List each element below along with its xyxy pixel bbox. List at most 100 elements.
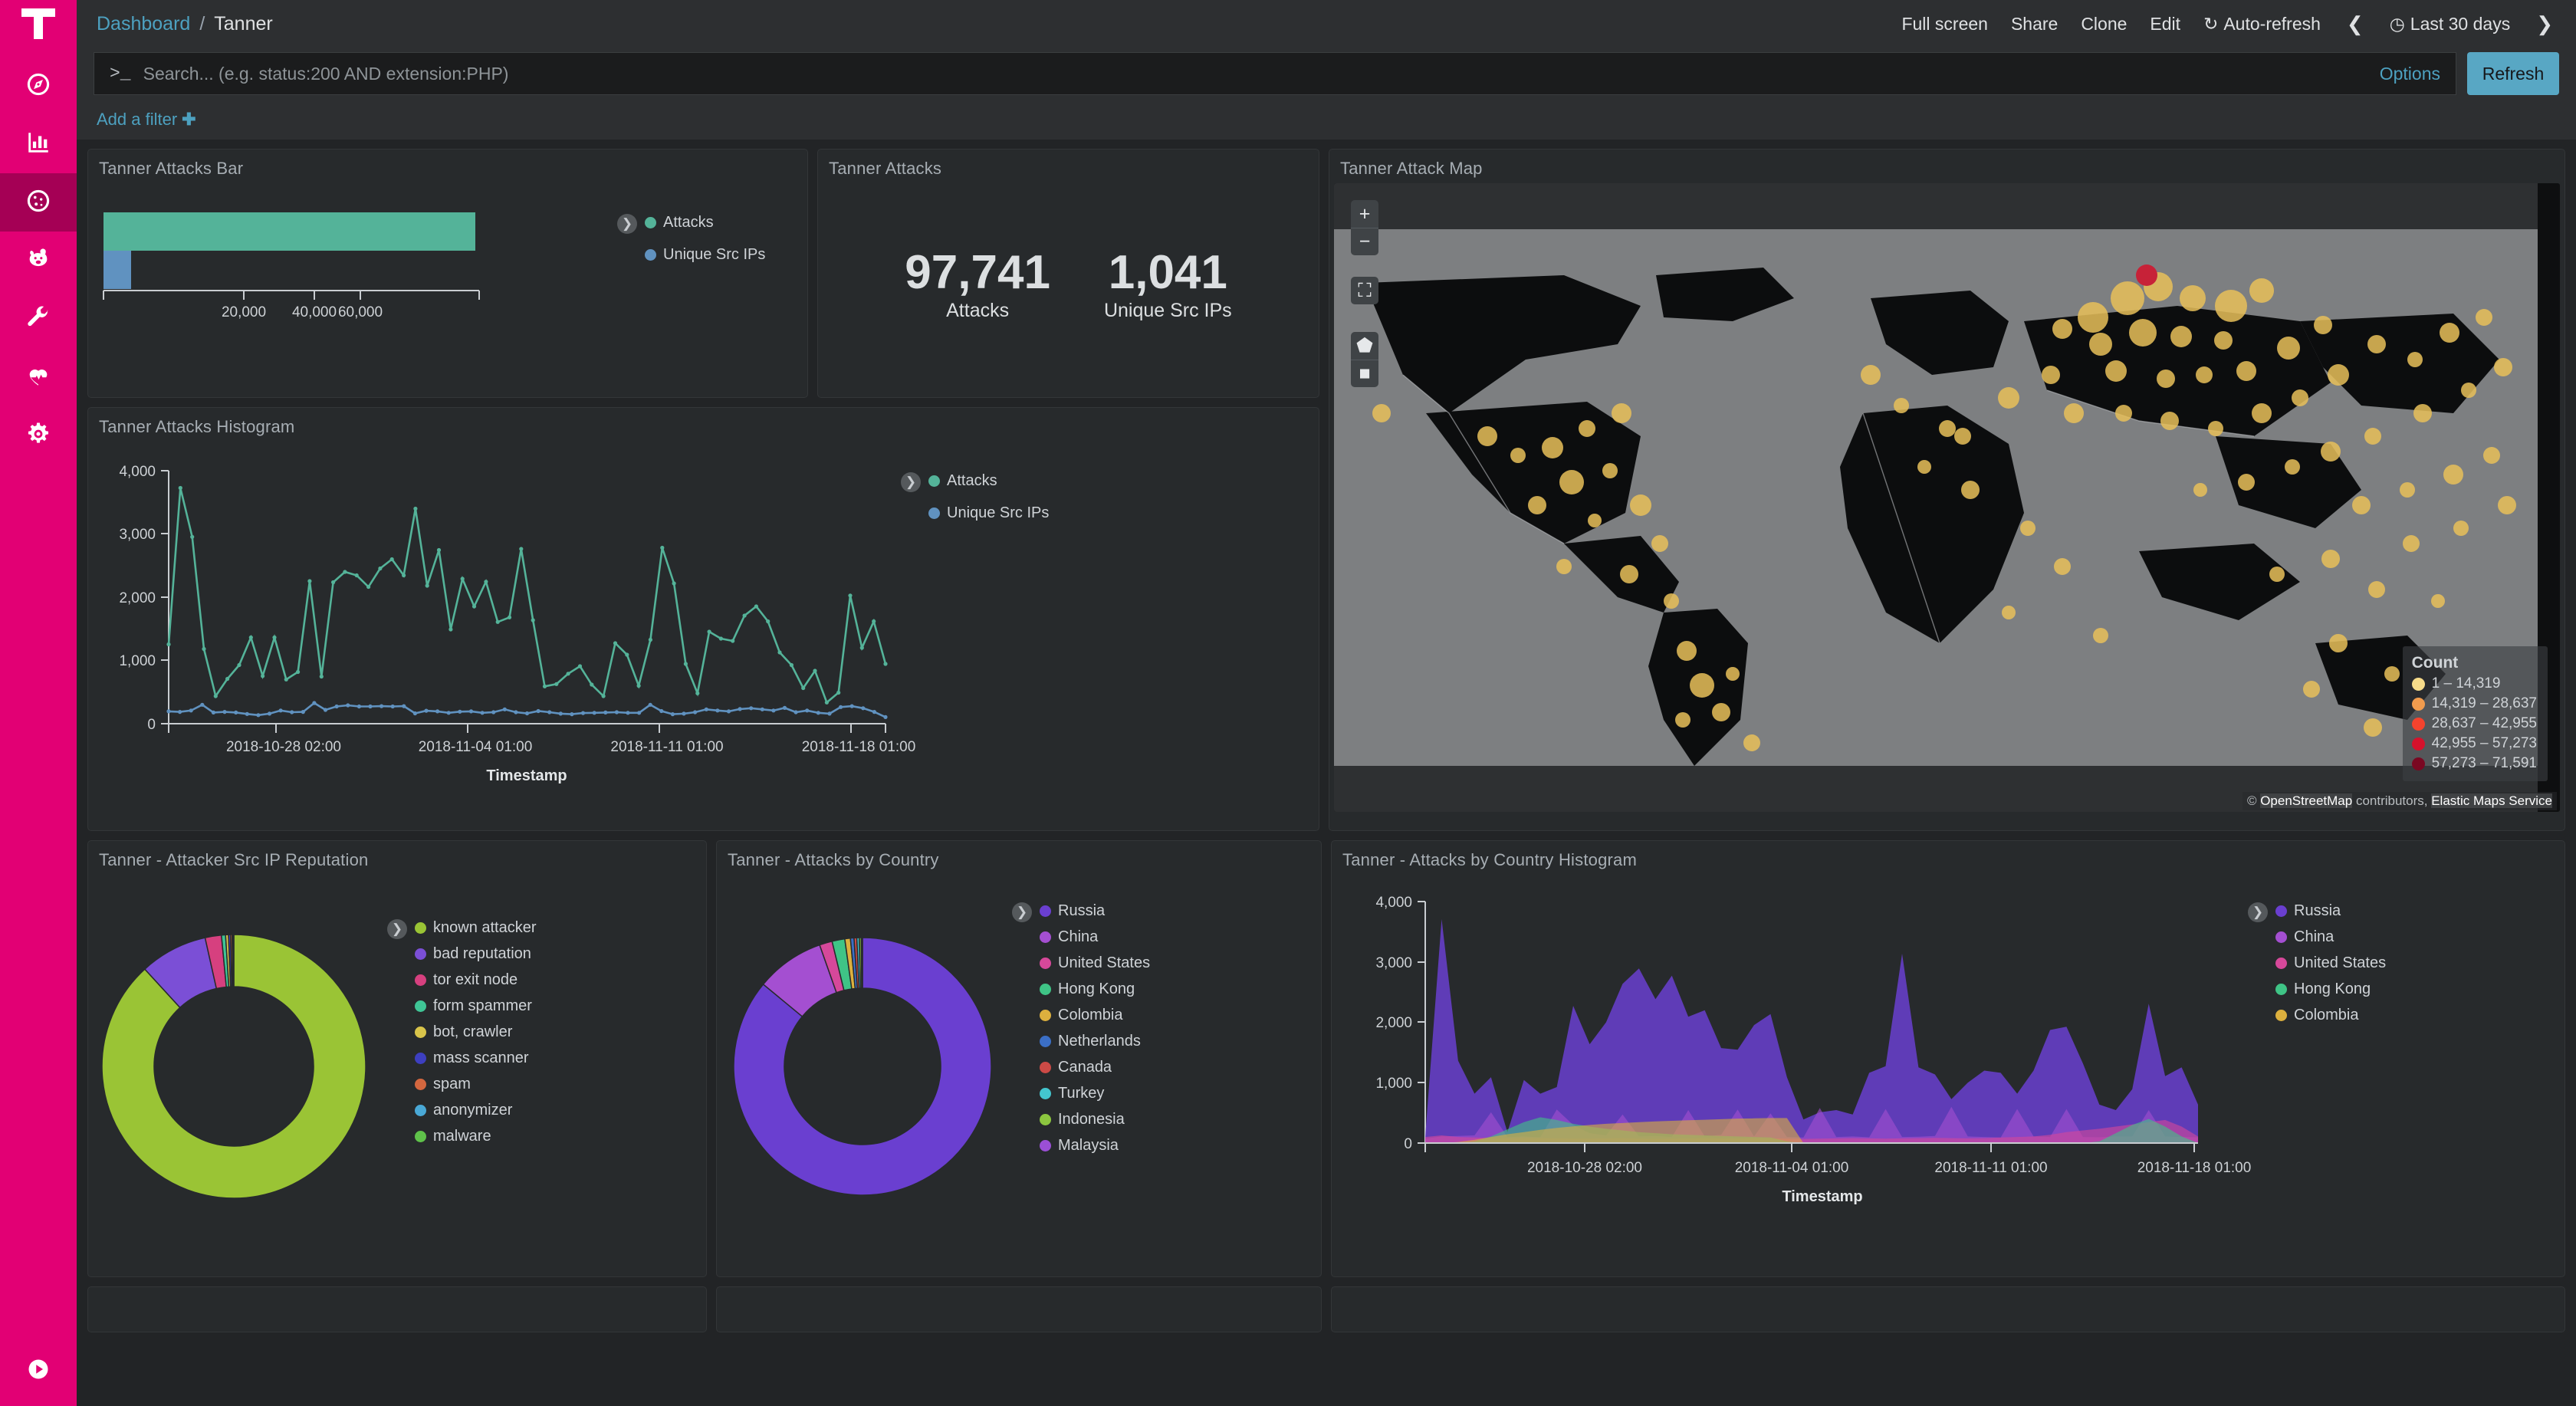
legend-item-china[interactable]: China xyxy=(1040,928,1150,946)
attrib-osm-link[interactable]: OpenStreetMap xyxy=(2260,793,2353,808)
series-point xyxy=(507,615,512,619)
panel-partial-1[interactable] xyxy=(87,1286,707,1332)
legend-item-colombia[interactable]: Colombia xyxy=(2275,1007,2386,1024)
add-filter-button[interactable]: Add a filter ✚ xyxy=(97,110,196,130)
panel-attacks-by-country-histogram[interactable]: Tanner - Attacks by Country Histogram 0 xyxy=(1331,840,2565,1277)
panel-attack-map[interactable]: Tanner Attack Map xyxy=(1329,149,2565,831)
edit-button[interactable]: Edit xyxy=(2150,13,2181,34)
legend-item-hong-kong[interactable]: Hong Kong xyxy=(1040,981,1150,998)
series-point xyxy=(626,711,630,715)
series-point xyxy=(413,506,418,511)
legend-item-colombia[interactable]: Colombia xyxy=(1040,1007,1150,1024)
series-point xyxy=(211,710,215,714)
legend-item-bad-reputation[interactable]: bad reputation xyxy=(415,945,537,963)
series-point xyxy=(682,711,686,716)
legend-item-hong-kong[interactable]: Hong Kong xyxy=(2275,981,2386,998)
series-point xyxy=(412,711,417,716)
sidebar-item-play[interactable] xyxy=(0,1358,77,1385)
attrib-ems-link[interactable]: Elastic Maps Service xyxy=(2431,793,2552,808)
bar-attacks[interactable] xyxy=(104,212,475,251)
legend-item-malware[interactable]: malware xyxy=(415,1128,537,1145)
panel-attacks-metric[interactable]: Tanner Attacks 97,741 Attacks 1,041 Uniq… xyxy=(817,149,1319,398)
legend-item-known-attacker[interactable]: known attacker xyxy=(415,919,537,937)
search-input[interactable] xyxy=(143,63,2369,84)
sidebar-item-dashboard[interactable] xyxy=(0,173,77,232)
legend-item-anonymizer[interactable]: anonymizer xyxy=(415,1102,537,1119)
search-container[interactable]: >_ Options xyxy=(94,52,2456,95)
attack-map[interactable]: + − ⛶ ⬟ ■ Count xyxy=(1334,183,2560,812)
series-point xyxy=(648,637,653,642)
legend-item-russia[interactable]: Russia xyxy=(1040,902,1150,920)
sidebar-item-health[interactable] xyxy=(0,348,77,406)
legend-dot-unique-src-ips xyxy=(928,508,940,519)
donut-slice-8[interactable] xyxy=(232,934,235,987)
donut-slice-0[interactable] xyxy=(101,934,366,1199)
time-prev-button[interactable]: ❮ xyxy=(2346,11,2364,35)
panel-attacks-by-country[interactable]: Tanner - Attacks by Country ❯ Russia Chi… xyxy=(716,840,1322,1277)
legend-item-unique-src-ips[interactable]: Unique Src IPs xyxy=(928,504,1049,522)
breadcrumb-dashboard[interactable]: Dashboard xyxy=(97,12,191,34)
legend-item-canada[interactable]: Canada xyxy=(1040,1059,1150,1076)
auto-refresh-button[interactable]: ↻ Auto-refresh xyxy=(2203,13,2321,34)
metric-attacks[interactable]: 97,741 Attacks xyxy=(905,248,1050,321)
country-donut[interactable] xyxy=(717,875,1012,1258)
share-button[interactable]: Share xyxy=(2010,13,2058,34)
map-draw-rectangle-button[interactable]: ■ xyxy=(1351,360,1378,387)
legend-item-indonesia[interactable]: Indonesia xyxy=(1040,1111,1150,1128)
sidebar-item-discover[interactable] xyxy=(0,57,77,115)
legend-item-malaysia[interactable]: Malaysia xyxy=(1040,1137,1150,1155)
full-screen-button[interactable]: Full screen xyxy=(1901,13,1988,34)
legend-item-form-spammer[interactable]: form spammer xyxy=(415,997,537,1015)
legend-item-unique-src-ips[interactable]: Unique Src IPs xyxy=(645,246,765,264)
dashboard-canvas: Tanner Attacks Bar 20,000 40 xyxy=(77,140,2576,1406)
refresh-button[interactable]: Refresh xyxy=(2467,52,2559,95)
donut-slice-0[interactable] xyxy=(733,937,992,1196)
panel-attacks-bar[interactable]: Tanner Attacks Bar 20,000 40 xyxy=(87,149,808,398)
panel-partial-3[interactable] xyxy=(1331,1286,2565,1332)
legend-expand-button[interactable]: ❯ xyxy=(387,918,407,939)
legend-item-spam[interactable]: spam xyxy=(415,1076,537,1093)
panel-attacks-histogram[interactable]: Tanner Attacks Histogram 0 xyxy=(87,407,1319,831)
chist-ytick-2000: 2,000 xyxy=(1375,1015,1412,1031)
legend-expand-button[interactable]: ❯ xyxy=(1012,902,1032,922)
sidebar-item-honeypot[interactable] xyxy=(0,232,77,290)
legend-item-attacks[interactable]: Attacks xyxy=(928,472,1049,490)
xtick-60000: 60,000 xyxy=(338,304,383,320)
panel-src-ip-reputation[interactable]: Tanner - Attacker Src IP Reputation ❯ kn… xyxy=(87,840,707,1277)
series-point xyxy=(234,710,238,714)
series-point xyxy=(707,629,711,634)
donut-slice-9[interactable] xyxy=(860,937,863,989)
series-point xyxy=(861,706,866,711)
time-range-picker[interactable]: ◷ Last 30 days xyxy=(2389,13,2511,34)
legend-item-turkey[interactable]: Turkey xyxy=(1040,1085,1150,1102)
legend-item-russia[interactable]: Russia xyxy=(2275,902,2386,920)
sidebar-item-settings[interactable] xyxy=(0,406,77,465)
legend-expand-button[interactable]: ❯ xyxy=(617,214,637,234)
play-circle-icon xyxy=(27,1358,50,1385)
map-fit-bounds-button[interactable]: ⛶ xyxy=(1358,279,1372,301)
legend-item-tor-exit-node[interactable]: tor exit node xyxy=(415,971,537,989)
map-zoom-out-button[interactable]: − xyxy=(1351,228,1378,255)
sidebar-item-visualize[interactable] xyxy=(0,115,77,173)
options-link[interactable]: Options xyxy=(2379,63,2440,84)
legend-expand-button[interactable]: ❯ xyxy=(2248,902,2268,922)
legend-item-mass-scanner[interactable]: mass scanner xyxy=(415,1050,537,1067)
legend-item-united-states[interactable]: United States xyxy=(2275,954,2386,972)
reputation-donut[interactable] xyxy=(88,875,387,1258)
legend-item-united-states[interactable]: United States xyxy=(1040,954,1150,972)
legend-item-bot-crawler[interactable]: bot, crawler xyxy=(415,1023,537,1041)
legend-item-netherlands[interactable]: Netherlands xyxy=(1040,1033,1150,1050)
map-draw-polygon-button[interactable]: ⬟ xyxy=(1356,335,1373,356)
bar-unique-src-ips[interactable] xyxy=(104,251,131,289)
map-legend-label-2: 14,319 – 28,637 xyxy=(2431,695,2537,711)
legend-item-attacks[interactable]: Attacks xyxy=(645,214,765,232)
map-zoom-in-button[interactable]: + xyxy=(1359,202,1371,225)
time-next-button[interactable]: ❯ xyxy=(2536,11,2553,35)
clone-button[interactable]: Clone xyxy=(2081,13,2128,34)
legend-expand-button[interactable]: ❯ xyxy=(901,472,921,492)
metric-unique-src-ips[interactable]: 1,041 Unique Src IPs xyxy=(1104,248,1232,321)
legend-item-china[interactable]: China xyxy=(2275,928,2386,946)
sidebar-item-tools[interactable] xyxy=(0,290,77,348)
metric-value-unique-src-ips: 1,041 xyxy=(1108,246,1227,300)
panel-partial-2[interactable] xyxy=(716,1286,1322,1332)
